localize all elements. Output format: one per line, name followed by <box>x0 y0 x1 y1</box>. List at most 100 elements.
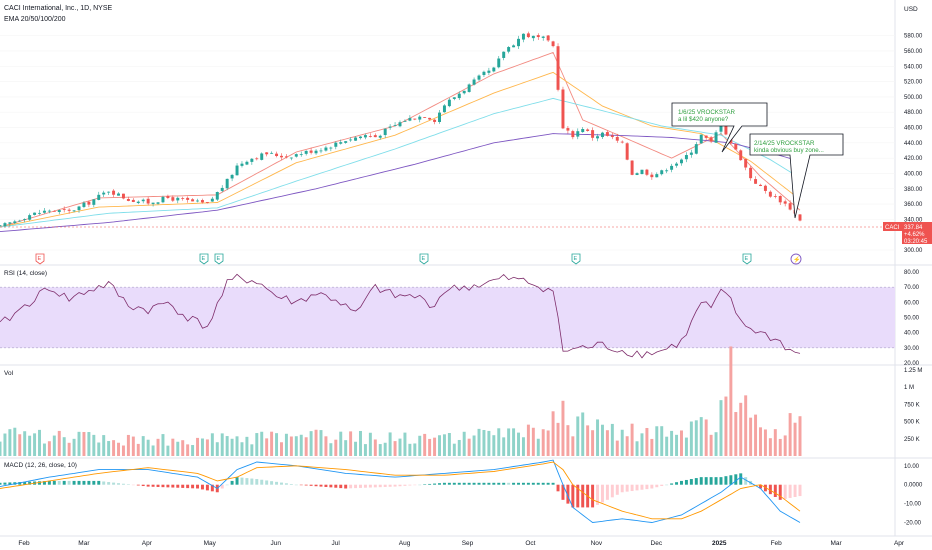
price-tag-symbol: CACI <box>885 225 900 231</box>
candle-body <box>378 135 382 138</box>
volume-bar <box>536 438 540 456</box>
volume-bar <box>680 430 683 456</box>
volume-bar <box>97 442 101 456</box>
volume-bar <box>210 433 214 456</box>
candle-body <box>3 223 7 227</box>
lightning-icon <box>790 253 802 265</box>
macd-histogram-bar <box>280 482 283 485</box>
volume-bar <box>729 346 733 456</box>
dividend-badge[interactable]: E <box>199 253 209 265</box>
candle-body <box>196 200 200 202</box>
price-tick-label: 340.00 <box>904 217 923 223</box>
candle-body <box>684 155 688 160</box>
candle-body <box>482 71 486 76</box>
candle-body <box>749 167 753 179</box>
macd-histogram-bar <box>270 481 274 485</box>
earnings-badge-2[interactable]: E <box>214 253 224 265</box>
candle-body <box>255 158 259 160</box>
volume-bar <box>793 422 797 456</box>
candle-body <box>210 198 214 202</box>
candle-body <box>171 197 175 201</box>
volume-bar <box>245 436 249 456</box>
candle-body <box>38 212 41 214</box>
price-tick-label: 300.00 <box>904 248 923 254</box>
candle-body <box>151 202 155 204</box>
volume-bar <box>121 445 125 456</box>
macd-histogram-bar <box>729 475 733 485</box>
volume-bar <box>265 438 269 456</box>
volume-bar <box>482 429 486 456</box>
annotation-1[interactable]: 1/6/25 VROCKSTAR a lil $420 anyone? <box>671 102 768 153</box>
candle-body <box>225 178 229 189</box>
candle-body <box>625 143 629 160</box>
candle-body <box>156 202 160 204</box>
earnings-badge-1[interactable]: E <box>35 253 45 265</box>
candle-body <box>97 194 101 200</box>
candle-body <box>526 33 530 38</box>
volume-bar <box>42 443 46 456</box>
earnings-badge-4-label: E <box>574 256 578 262</box>
volume-bar <box>660 426 664 456</box>
dividend-badge-label: E <box>202 256 206 262</box>
price-tick-label: 520.00 <box>904 80 923 86</box>
volume-bar <box>773 429 777 456</box>
earnings-badge-5[interactable]: E <box>742 253 752 265</box>
candle-body <box>284 156 288 158</box>
earnings-badge-4[interactable]: E <box>571 253 581 265</box>
candle-body <box>541 36 545 38</box>
volume-bar <box>354 441 358 456</box>
macd-histogram-bar <box>551 482 555 485</box>
volume-bar <box>23 431 27 456</box>
candle-body <box>566 128 570 131</box>
volume-bar <box>230 438 234 456</box>
volume-bar <box>388 432 392 456</box>
volume-bar <box>344 440 348 456</box>
candle-body <box>141 199 145 202</box>
volume-bar <box>526 424 530 456</box>
annotation-2[interactable]: 2/14/25 VROCKSTAR kinda obvious buy zone… <box>749 133 844 219</box>
ema-indicator-label: EMA 20/50/100/200 <box>4 16 66 23</box>
candle-body <box>250 158 254 162</box>
macd-histogram-bar <box>23 481 27 485</box>
macd-histogram-bar <box>576 484 580 508</box>
lightning-badge-label: ⚡ <box>793 256 800 264</box>
candle-body <box>304 150 308 154</box>
candle-body <box>551 41 555 47</box>
lightning-badge[interactable]: ⚡ <box>790 253 802 265</box>
macd-histogram-bar <box>675 482 679 485</box>
volume-bar <box>670 430 674 456</box>
candle-body <box>630 160 634 175</box>
macd-histogram-bar <box>393 484 397 487</box>
macd-histogram-bar <box>497 482 501 485</box>
macd-histogram-bar <box>28 481 32 485</box>
volume-bar <box>675 434 679 456</box>
candle-body <box>680 159 683 164</box>
volume-bar <box>8 429 12 456</box>
candle-body <box>359 136 362 139</box>
macd-histogram-bar <box>97 480 101 485</box>
macd-histogram-bar <box>151 484 155 487</box>
macd-histogram-bar <box>744 477 748 485</box>
volume-bar <box>329 443 333 456</box>
volume-bar <box>186 444 190 456</box>
volume-bar <box>280 442 283 456</box>
volume-bar <box>196 437 200 456</box>
candle-body <box>640 169 644 175</box>
volume-bar <box>92 434 96 456</box>
candle-body <box>531 35 535 39</box>
candle-body <box>645 169 649 175</box>
price-tick-label: 360.00 <box>904 202 923 208</box>
candle-body <box>186 197 190 200</box>
macd-histogram-bar <box>531 482 535 485</box>
macd-histogram-bar <box>600 484 604 503</box>
candle-body <box>423 117 427 118</box>
volume-bar <box>304 437 308 456</box>
macd-histogram-bar <box>684 479 688 485</box>
macd-histogram-bar <box>309 484 313 486</box>
macd-histogram-bar <box>517 482 520 485</box>
macd-histogram-bar <box>798 484 802 497</box>
earnings-badge-3[interactable]: E <box>419 253 429 265</box>
candle-body <box>0 225 2 227</box>
candle-body <box>334 142 338 147</box>
